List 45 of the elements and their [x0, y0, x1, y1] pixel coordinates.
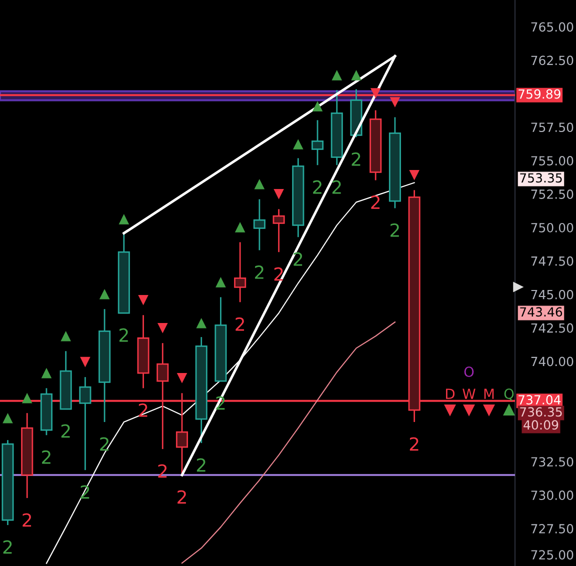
y-tick-label: 750.00: [531, 222, 574, 232]
text: Q: [504, 388, 514, 401]
annotation: 2: [42, 450, 50, 464]
annotation: 2: [294, 252, 302, 266]
y-tick-label: 730.00: [531, 490, 574, 500]
annotation: 2: [3, 540, 12, 554]
text: 736.35: [520, 407, 562, 417]
y-tick-label: 757.50: [531, 122, 574, 132]
text: 40:09: [524, 420, 558, 430]
text: 743.46: [520, 307, 562, 317]
annotation: 2: [313, 180, 322, 194]
y-tick-label: 745.00: [531, 290, 574, 300]
y-tick-label: 725.00: [531, 550, 574, 560]
y-tick-label: 740.00: [531, 356, 574, 366]
y-tick-label: 747.50: [531, 256, 574, 266]
text: 753.35: [520, 173, 562, 183]
y-tick-label: 762.50: [531, 56, 574, 66]
annotation: 2: [61, 424, 70, 438]
text: D: [446, 388, 455, 399]
annotation: 2: [236, 317, 244, 331]
ref-line-label: 759.89: [518, 89, 560, 99]
text: O: [464, 366, 474, 378]
annotation: 2: [22, 513, 32, 527]
y-tick-label: 742.50: [531, 323, 574, 333]
annotation: 2: [255, 265, 264, 279]
annotation: 2: [371, 195, 380, 209]
text: W: [462, 388, 476, 399]
annotation: 2: [274, 267, 283, 281]
annotation: 2: [138, 403, 148, 417]
y-tick-label: 755.00: [531, 156, 574, 166]
annotation: 2: [332, 180, 341, 194]
annotation: 2: [100, 437, 108, 451]
y-tick-label: 752.50: [531, 189, 574, 199]
annotation: 2: [216, 396, 225, 410]
y-tick-label: 727.50: [531, 524, 574, 534]
annotation: 2: [352, 152, 360, 166]
y-tick-label: 732.50: [531, 457, 574, 467]
annotation: 2: [119, 328, 128, 342]
y-tick-label: 765.00: [531, 22, 574, 32]
annotation: 2: [390, 223, 399, 237]
annotation: 2: [178, 490, 186, 504]
annotation: 2: [196, 458, 206, 472]
annotation: 2: [410, 437, 418, 451]
text: M: [484, 388, 494, 399]
ref-line-label: 737.04: [518, 395, 561, 405]
